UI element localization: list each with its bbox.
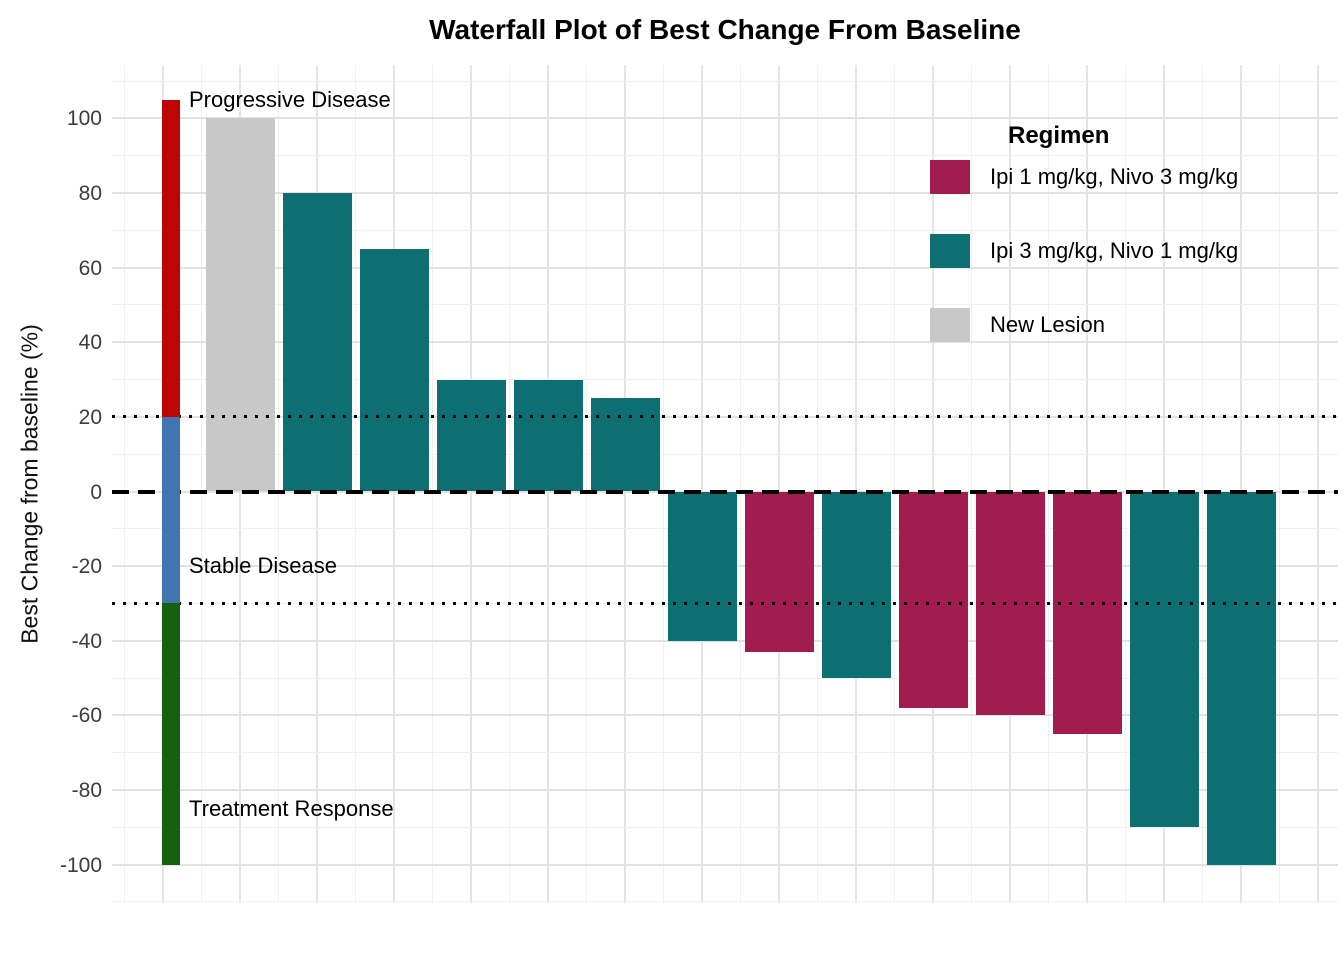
vertical-gridline-major bbox=[1240, 65, 1242, 903]
y-tick-label: 0 bbox=[90, 480, 102, 504]
horizontal-gridline-major bbox=[112, 117, 1338, 120]
threshold-reference-line bbox=[112, 601, 1338, 605]
vertical-gridline-minor bbox=[586, 65, 587, 903]
legend-swatch-icon bbox=[930, 234, 970, 268]
vertical-gridline-minor bbox=[740, 65, 741, 903]
bar bbox=[590, 398, 660, 492]
y-tick-label: -80 bbox=[71, 779, 102, 803]
vertical-gridline-minor bbox=[1202, 65, 1203, 903]
bar bbox=[205, 118, 275, 492]
threshold-reference-line bbox=[112, 415, 1338, 419]
vertical-gridline-minor bbox=[124, 65, 125, 903]
horizontal-gridline-minor bbox=[112, 80, 1338, 82]
vertical-gridline-minor bbox=[509, 65, 510, 903]
legend: Regimen Ipi 1 mg/kg, Nivo 3 mg/kg Ipi 3 m… bbox=[930, 122, 1238, 382]
vertical-gridline-minor bbox=[1125, 65, 1126, 903]
horizontal-gridline-major bbox=[112, 789, 1338, 792]
bar bbox=[513, 379, 583, 492]
progressive-disease-zone bbox=[162, 99, 180, 417]
bar bbox=[1129, 491, 1199, 828]
bar bbox=[1206, 491, 1276, 865]
horizontal-gridline-minor bbox=[112, 901, 1338, 903]
bar bbox=[744, 491, 814, 652]
y-tick-label: -20 bbox=[71, 555, 102, 579]
y-tick-label: -100 bbox=[59, 853, 102, 877]
y-tick-label: 20 bbox=[78, 405, 102, 429]
y-tick-label: 40 bbox=[78, 331, 102, 355]
bar bbox=[1052, 491, 1122, 735]
vertical-gridline-minor bbox=[201, 65, 202, 903]
y-tick-label: 80 bbox=[78, 181, 102, 205]
legend-item-label: Ipi 1 mg/kg, Nivo 3 mg/kg bbox=[990, 164, 1239, 189]
horizontal-gridline-minor bbox=[112, 677, 1338, 679]
horizontal-gridline-minor bbox=[112, 752, 1338, 754]
horizontal-gridline-minor bbox=[112, 453, 1338, 455]
horizontal-gridline-minor bbox=[112, 379, 1338, 381]
legend-item: Ipi 1 mg/kg, Nivo 3 mg/kg bbox=[930, 160, 1238, 194]
vertical-gridline-minor bbox=[355, 65, 356, 903]
vertical-gridline-minor bbox=[432, 65, 433, 903]
bar bbox=[821, 491, 891, 679]
legend-swatch-icon bbox=[930, 308, 970, 342]
horizontal-gridline-major bbox=[112, 191, 1338, 194]
legend-items: Ipi 1 mg/kg, Nivo 3 mg/kg Ipi 3 mg/kg, Ni… bbox=[930, 160, 1238, 342]
legend-swatch-icon bbox=[930, 160, 970, 194]
annotation-stable-disease: Stable Disease bbox=[189, 553, 337, 579]
vertical-gridline-minor bbox=[1048, 65, 1049, 903]
legend-item: New Lesion bbox=[930, 308, 1238, 342]
horizontal-gridline-major bbox=[112, 863, 1338, 866]
horizontal-gridline-major bbox=[112, 639, 1338, 642]
chart-title: Waterfall Plot of Best Change From Basel… bbox=[429, 14, 1021, 45]
vertical-gridline-minor bbox=[971, 65, 972, 903]
bar bbox=[436, 379, 506, 492]
vertical-gridline-major bbox=[1163, 65, 1165, 903]
bar bbox=[667, 491, 737, 641]
legend-item: Ipi 3 mg/kg, Nivo 1 mg/kg bbox=[930, 234, 1238, 268]
horizontal-gridline-major bbox=[112, 266, 1338, 269]
vertical-gridline-major bbox=[932, 65, 934, 903]
y-tick-label: -60 bbox=[71, 704, 102, 728]
vertical-gridline-minor bbox=[894, 65, 895, 903]
horizontal-gridline-major bbox=[112, 341, 1338, 344]
y-tick-label: 100 bbox=[66, 107, 102, 131]
bar bbox=[359, 248, 429, 492]
horizontal-gridline-minor bbox=[112, 155, 1338, 157]
bar bbox=[282, 192, 352, 492]
treatment-response-zone bbox=[162, 603, 180, 865]
y-tick-label: -40 bbox=[71, 629, 102, 653]
vertical-gridline-minor bbox=[278, 65, 279, 903]
legend-item-label: New Lesion bbox=[990, 312, 1105, 337]
legend-title: Regimen bbox=[1008, 122, 1110, 149]
horizontal-gridline-minor bbox=[112, 826, 1338, 828]
vertical-gridline-major bbox=[701, 65, 703, 903]
annotation-progressive-disease: Progressive Disease bbox=[189, 86, 391, 112]
stable-disease-zone bbox=[162, 416, 180, 604]
vertical-gridline-major bbox=[855, 65, 857, 903]
vertical-gridline-major bbox=[1086, 65, 1088, 903]
bar bbox=[898, 491, 968, 708]
annotation-treatment-response: Treatment Response bbox=[189, 795, 394, 821]
vertical-gridline-major bbox=[1009, 65, 1011, 903]
plot-panel: Progressive Disease Stable Disease Treatme… bbox=[112, 65, 1338, 903]
horizontal-gridline-minor bbox=[112, 304, 1338, 306]
horizontal-gridline-major bbox=[112, 714, 1338, 717]
y-tick-label: 60 bbox=[78, 256, 102, 280]
horizontal-gridline-minor bbox=[112, 229, 1338, 231]
vertical-gridline-minor bbox=[1279, 65, 1280, 903]
legend-item-label: Ipi 3 mg/kg, Nivo 1 mg/kg bbox=[990, 238, 1239, 263]
vertical-gridline-minor bbox=[663, 65, 664, 903]
vertical-gridline-major bbox=[1317, 65, 1319, 903]
vertical-gridline-major bbox=[778, 65, 780, 903]
vertical-gridline-minor bbox=[817, 65, 818, 903]
zero-reference-line bbox=[112, 489, 1338, 494]
